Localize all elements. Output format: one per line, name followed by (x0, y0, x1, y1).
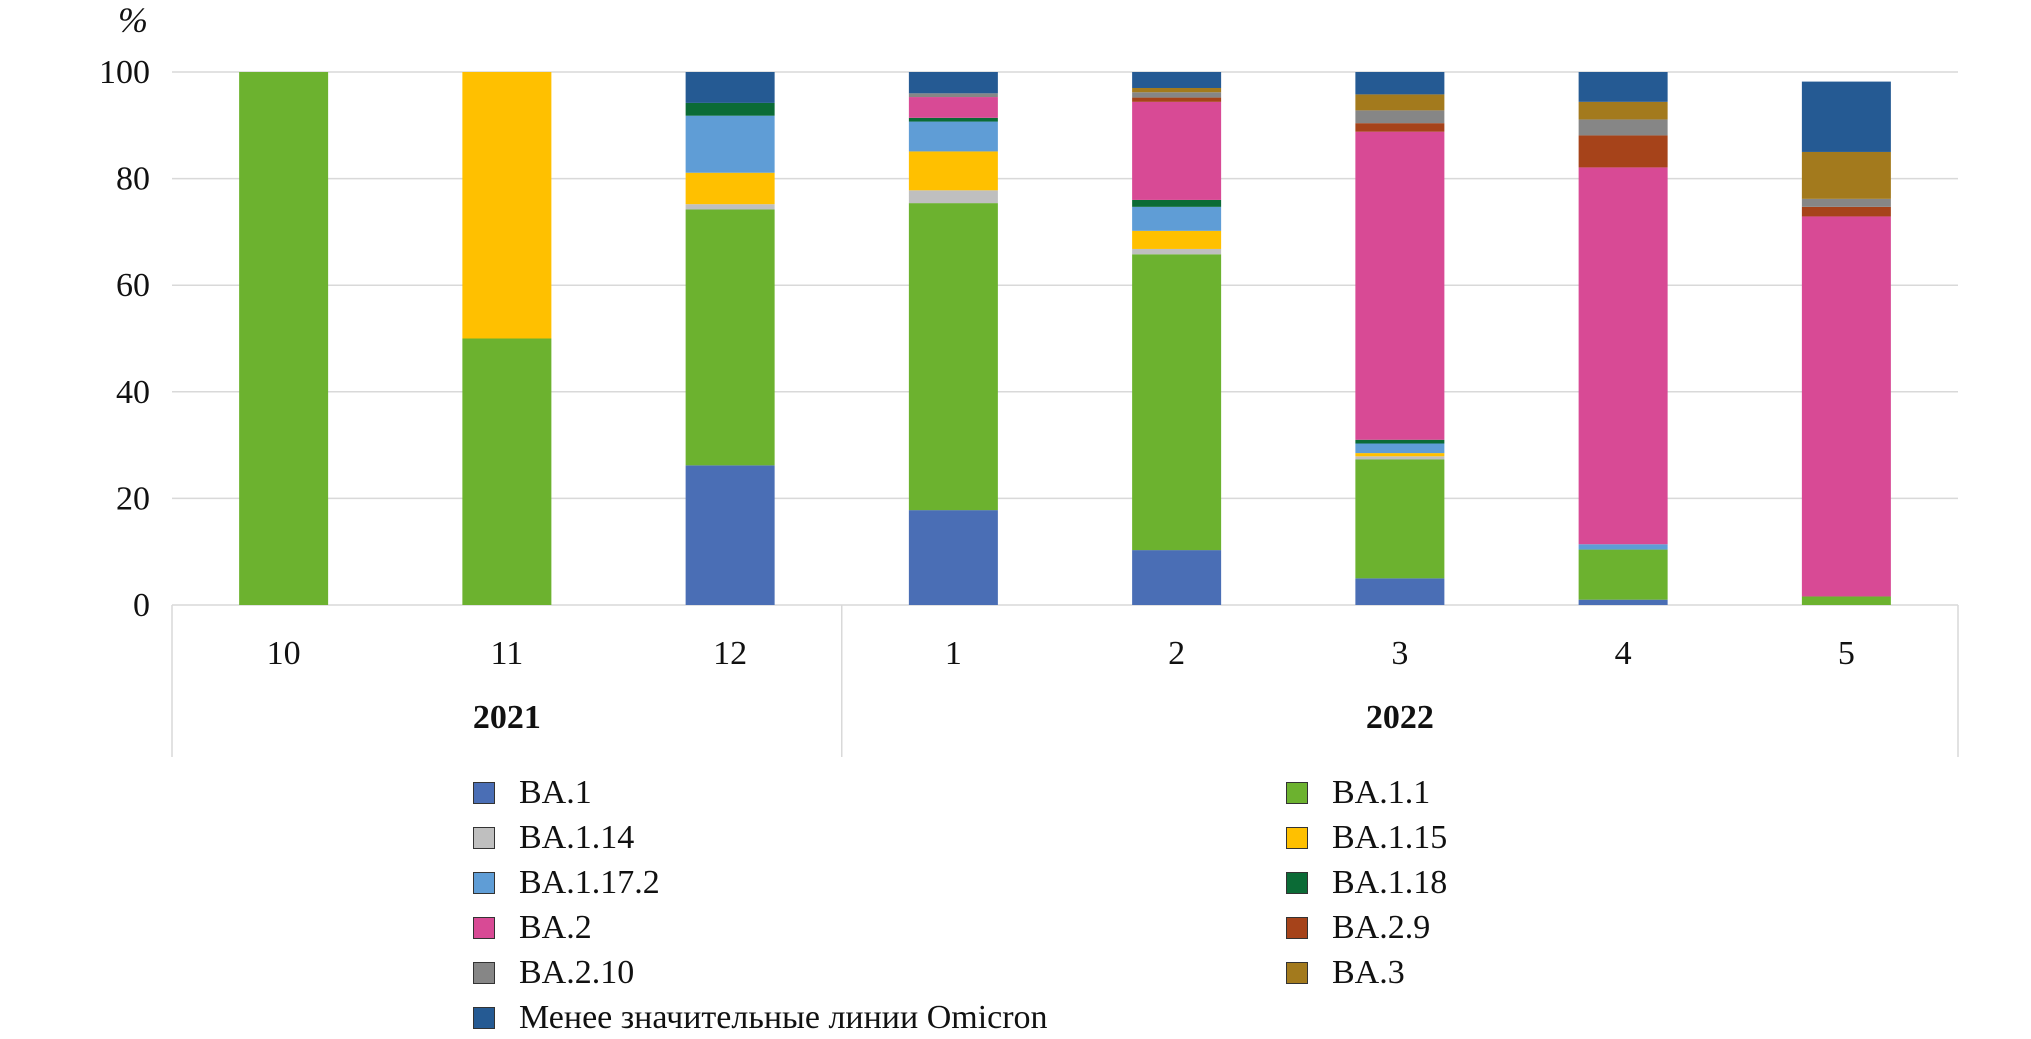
bar-segment (1132, 254, 1222, 551)
bar-segment (1801, 198, 1891, 207)
y-tick-label: 100 (99, 54, 150, 91)
bar-segment (239, 72, 329, 605)
bar-segment (1132, 101, 1222, 200)
bar-segment (685, 209, 775, 466)
x-tick-label: 4 (1615, 635, 1632, 672)
y-tick-label: 40 (116, 374, 150, 411)
grid-lines (172, 71, 1958, 606)
bar-segment (462, 338, 552, 605)
bar-segment (1132, 248, 1222, 255)
x-tick-label: 1 (945, 635, 962, 672)
bar-segment (685, 72, 775, 103)
y-tick-label: 60 (116, 267, 150, 304)
bar-segment (685, 115, 775, 173)
x-tick-label: 2 (1168, 635, 1185, 672)
bar-segment (1801, 151, 1891, 199)
x-tick-label: 10 (267, 635, 301, 672)
bar-segment (1355, 453, 1445, 457)
bar-segment (1132, 97, 1222, 102)
bar-segment (1801, 81, 1891, 152)
bar-segment (1132, 92, 1222, 98)
bar-segment (1355, 72, 1445, 95)
bar-segment (1132, 72, 1222, 88)
bar-segment (908, 190, 998, 204)
x-group-label: 2021 (473, 699, 541, 736)
bar-segment (908, 203, 998, 511)
bar-segment (1801, 596, 1891, 605)
bar-segment (1801, 216, 1891, 597)
bar-segment (1355, 131, 1445, 440)
bar-segment (908, 510, 998, 605)
x-tick-label: 12 (713, 635, 747, 672)
bar-segment (1355, 459, 1445, 579)
bar-segment (908, 93, 998, 98)
x-tick-label: 3 (1391, 635, 1408, 672)
x-group-label: 2022 (1366, 699, 1434, 736)
x-tick-label: 11 (491, 635, 524, 672)
bar-segment (1578, 119, 1668, 136)
bar-segment (1355, 456, 1445, 460)
bar-segment (1132, 87, 1222, 93)
bar-segment (1578, 549, 1668, 600)
bar-segment (908, 151, 998, 191)
bar-segment (1578, 101, 1668, 120)
bar-segment (685, 204, 775, 210)
bar-segment (1355, 578, 1445, 605)
bar-segment (1355, 94, 1445, 111)
bar-segment (1355, 123, 1445, 132)
bar-segment (908, 117, 998, 122)
y-tick-label: 80 (116, 161, 150, 198)
bar-segment (462, 72, 552, 339)
bar-segment (685, 172, 775, 205)
y-tick-label: 20 (116, 480, 150, 517)
bar-segment (908, 121, 998, 152)
bar-segment (1132, 206, 1222, 231)
bar-segment (1578, 544, 1668, 550)
bar-segment (1132, 550, 1222, 605)
bar-segment (1355, 110, 1445, 124)
bar-segment (1132, 230, 1222, 249)
y-unit-label: % (118, 0, 148, 40)
bar-segment (908, 72, 998, 94)
bar-segment (1578, 72, 1668, 102)
bar-segment (685, 465, 775, 605)
bar-segment (1132, 199, 1222, 207)
bar-segment (1355, 443, 1445, 454)
y-tick-label: 0 (133, 587, 150, 624)
bar-segment (1578, 167, 1668, 545)
x-tick-label: 5 (1838, 635, 1855, 672)
bar-segment (1355, 439, 1445, 444)
bar-segment (1578, 599, 1668, 605)
bar-segment (685, 102, 775, 116)
bar-segment (1801, 206, 1891, 217)
bars (239, 72, 1891, 605)
bar-segment (1578, 135, 1668, 168)
y-axis-ticks: 0 20 40 60 80 100 (99, 54, 150, 624)
bar-segment (908, 97, 998, 118)
